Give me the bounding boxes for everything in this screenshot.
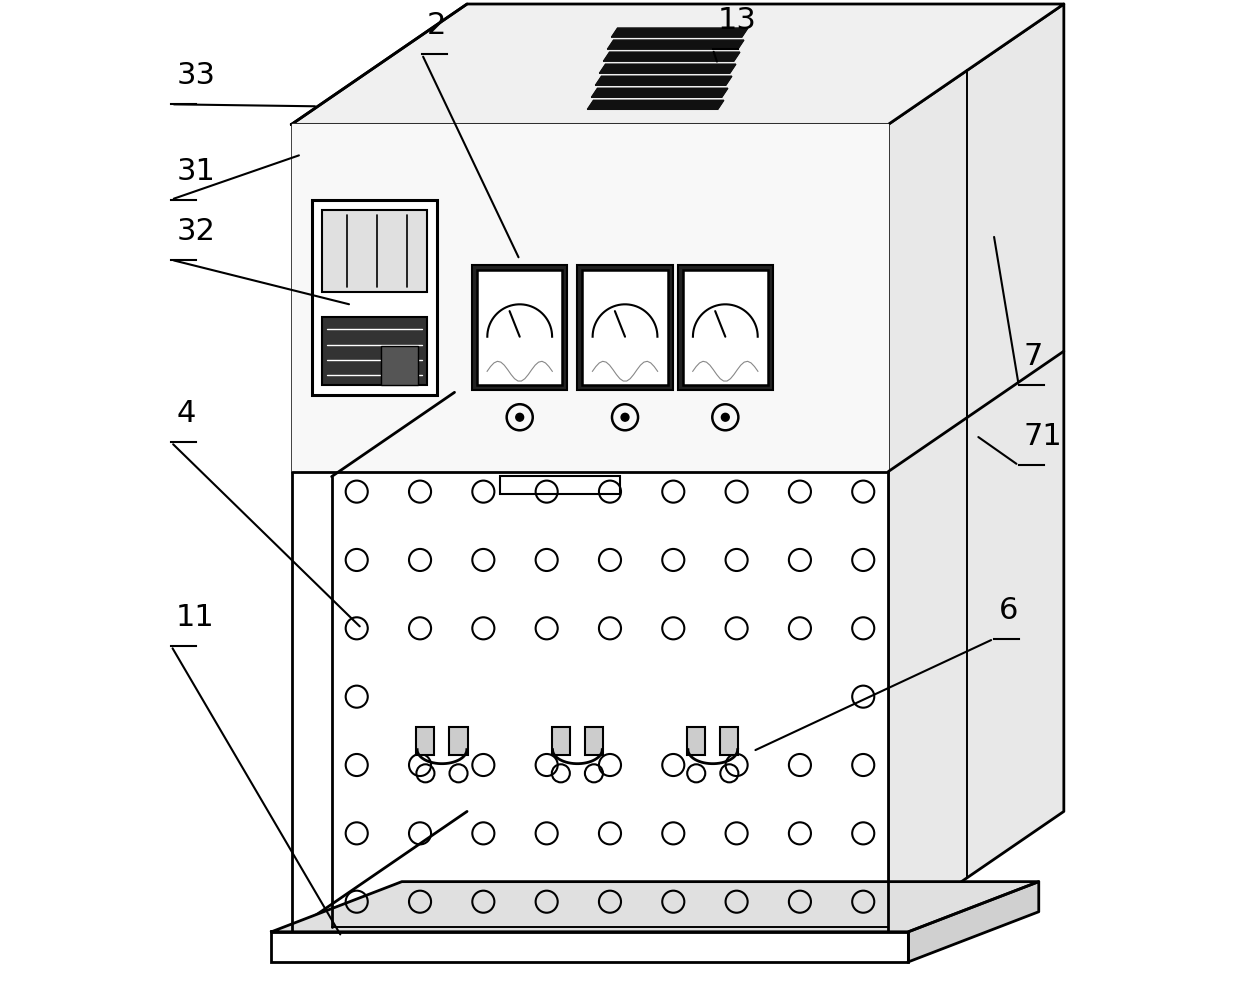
Text: 11: 11 (177, 602, 215, 631)
Bar (477, 271, 562, 386)
Circle shape (721, 414, 729, 422)
Bar (500, 476, 620, 494)
Polygon shape (272, 882, 1039, 932)
Polygon shape (595, 77, 732, 86)
Polygon shape (608, 41, 743, 50)
Circle shape (516, 414, 524, 422)
Bar (720, 727, 739, 756)
Bar (472, 266, 567, 391)
Polygon shape (888, 5, 1063, 932)
Polygon shape (604, 53, 740, 62)
Text: 31: 31 (177, 156, 215, 185)
Text: 2: 2 (427, 11, 446, 40)
Bar (678, 266, 773, 391)
Polygon shape (291, 5, 1063, 125)
Polygon shape (599, 65, 736, 74)
Bar (321, 318, 427, 386)
Bar (321, 210, 427, 293)
Text: 71: 71 (1024, 422, 1062, 451)
Polygon shape (909, 882, 1039, 962)
Polygon shape (291, 125, 888, 472)
Bar (552, 727, 569, 756)
Text: 32: 32 (177, 216, 215, 245)
Bar (687, 727, 705, 756)
Bar (380, 347, 419, 386)
Text: 4: 4 (177, 399, 195, 428)
Bar (272, 932, 909, 962)
Bar (450, 727, 468, 756)
Text: 6: 6 (999, 595, 1018, 624)
Bar (683, 271, 768, 386)
Polygon shape (592, 89, 727, 98)
Bar (311, 200, 437, 396)
Circle shape (621, 414, 629, 422)
Bar (416, 727, 435, 756)
Bar (585, 727, 603, 756)
Text: 33: 33 (177, 61, 215, 90)
Bar (578, 266, 673, 391)
Text: 7: 7 (1024, 342, 1044, 371)
Text: 13: 13 (718, 6, 757, 35)
Polygon shape (611, 29, 748, 38)
Polygon shape (588, 101, 724, 110)
Bar (583, 271, 668, 386)
Polygon shape (291, 125, 888, 932)
